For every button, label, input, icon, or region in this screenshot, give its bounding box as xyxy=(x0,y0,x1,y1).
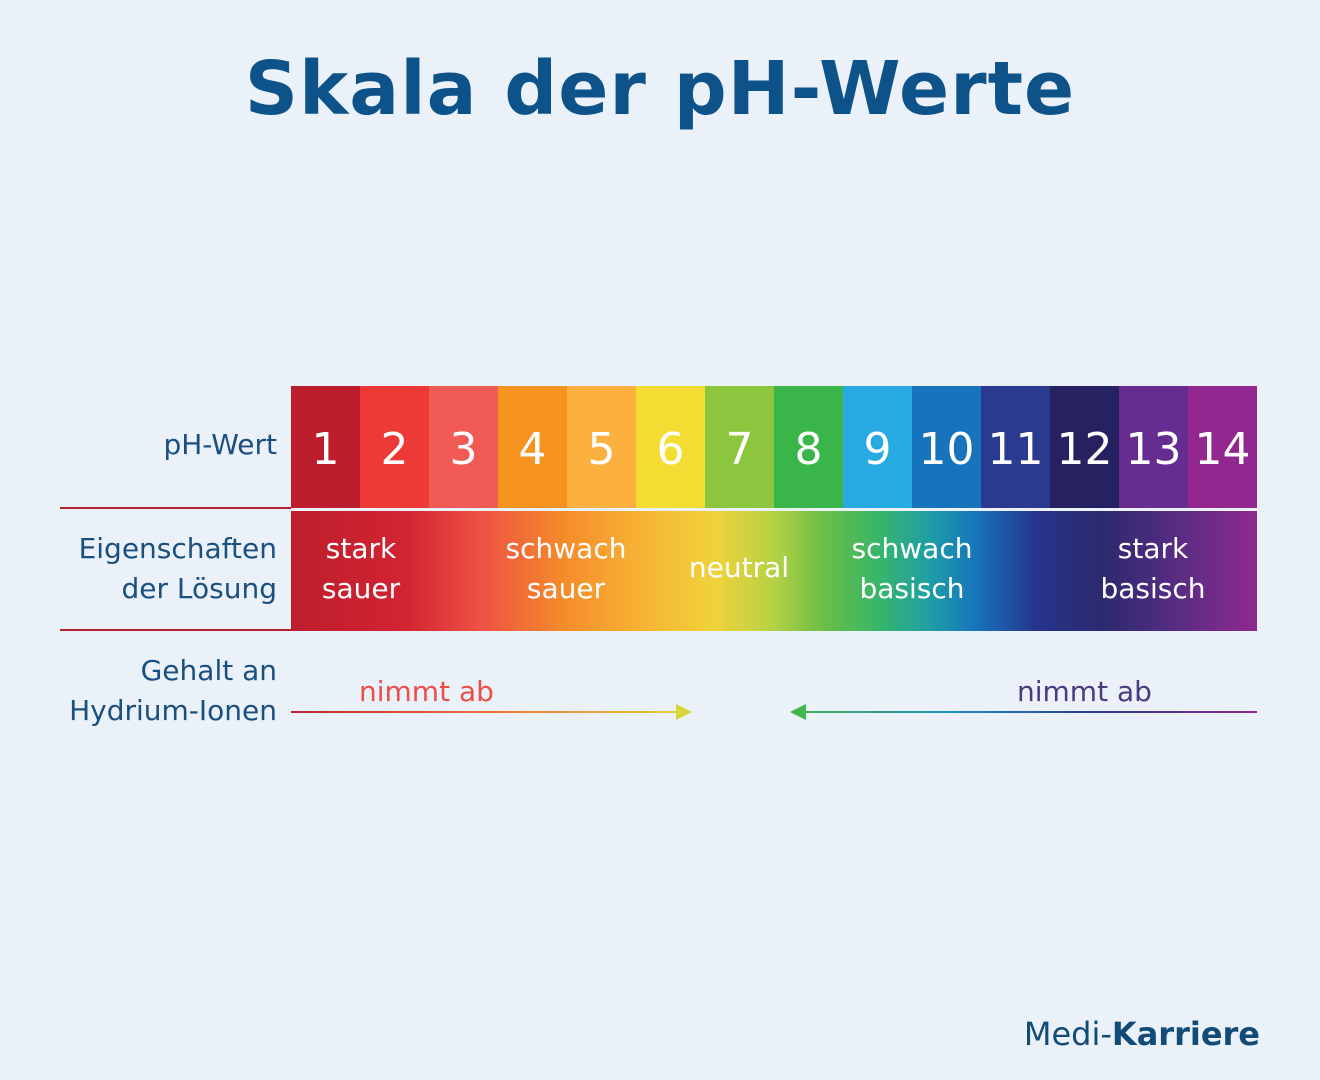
prop-weak-base-line1: schwach xyxy=(851,532,973,565)
prop-weak-acid: schwach sauer xyxy=(496,529,636,609)
prop-strong-base: stark basisch xyxy=(1078,529,1228,609)
ions-right-arrowhead-icon xyxy=(790,704,806,720)
properties-label-line1: Eigenschaften xyxy=(78,532,277,565)
properties-row-label: Eigenschaften der Lösung xyxy=(79,529,277,609)
logo-part-karriere: Karriere xyxy=(1111,1015,1260,1053)
ph-cell-4: 4 xyxy=(498,386,567,508)
ph-row-label: pH-Wert xyxy=(163,425,277,465)
prop-strong-base-line2: basisch xyxy=(1100,572,1206,605)
prop-neutral-line: neutral xyxy=(688,551,790,584)
properties-gradient-band xyxy=(291,511,1257,631)
prop-strong-base-line1: stark xyxy=(1117,532,1189,565)
ph-row-label-text: pH-Wert xyxy=(163,428,277,461)
brand-logo: Medi-Karriere xyxy=(1024,1012,1260,1056)
ph-cell-14: 14 xyxy=(1188,386,1257,508)
ions-right-label: nimmt ab xyxy=(1017,675,1152,708)
ph-cell-8: 8 xyxy=(774,386,843,508)
ph-cell-9: 9 xyxy=(843,386,912,508)
ph-cell-12: 12 xyxy=(1050,386,1119,508)
prop-weak-base-line2: basisch xyxy=(859,572,965,605)
ph-cell-6: 6 xyxy=(636,386,705,508)
ions-left-arrowhead-icon xyxy=(676,704,692,720)
ph-scale: 1 2 3 4 5 6 7 8 9 10 11 12 13 14 xyxy=(291,386,1257,508)
prop-strong-acid: stark sauer xyxy=(301,529,421,609)
ph-cell-5: 5 xyxy=(567,386,636,508)
ph-cell-13: 13 xyxy=(1119,386,1188,508)
prop-neutral: neutral xyxy=(679,548,799,588)
ions-left-label: nimmt ab xyxy=(359,675,494,708)
ph-cell-1: 1 xyxy=(291,386,360,508)
prop-strong-acid-line2: sauer xyxy=(321,572,401,605)
prop-weak-acid-line2: sauer xyxy=(526,572,606,605)
ions-row-label: Gehalt an Hydrium-Ionen xyxy=(69,651,277,731)
ph-cell-11: 11 xyxy=(981,386,1050,508)
ph-cell-7: 7 xyxy=(705,386,774,508)
prop-weak-base: schwach basisch xyxy=(837,529,987,609)
ions-label-line2: Hydrium-Ionen xyxy=(69,694,277,727)
ph-cell-3: 3 xyxy=(429,386,498,508)
divider-bottom xyxy=(60,629,291,631)
ph-cell-2: 2 xyxy=(360,386,429,508)
properties-label-line2: der Lösung xyxy=(121,572,277,605)
logo-part-medi: Medi- xyxy=(1023,1015,1112,1053)
ions-label-line1: Gehalt an xyxy=(140,654,277,687)
page-title: Skala der pH-Werte xyxy=(244,46,1076,132)
prop-strong-acid-line1: stark xyxy=(325,532,397,565)
divider-top xyxy=(60,507,291,509)
prop-weak-acid-line1: schwach xyxy=(505,532,627,565)
ph-cell-10: 10 xyxy=(912,386,981,508)
